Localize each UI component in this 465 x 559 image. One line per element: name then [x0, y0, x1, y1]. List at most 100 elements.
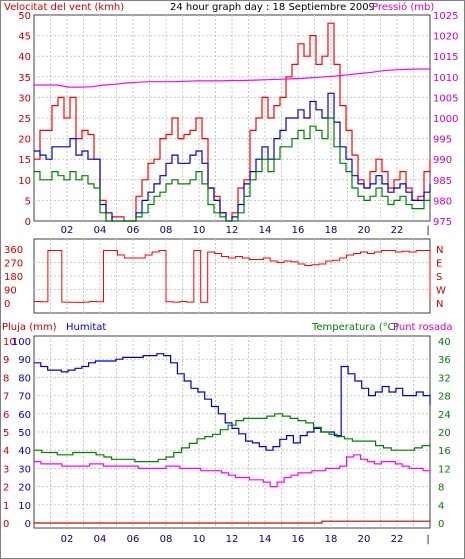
- rain-tick-label: 2: [3, 483, 9, 494]
- humidity-x-tick: 14: [259, 534, 272, 545]
- humidity-temp-panel: 0 0 01 10 42 20 83 30 124 40 165 50 206 60 247 70 288 80 3…: [3, 335, 451, 545]
- wind-tick-label: 0: [25, 217, 31, 228]
- pressure-tick-label: 985: [433, 176, 452, 187]
- rain-tick-label: 6: [3, 410, 9, 421]
- wind-tick-label: 5: [25, 196, 31, 207]
- compass-tick-label: N: [436, 299, 443, 310]
- pressure-tick-label: 980: [433, 196, 452, 207]
- wind-speed-label: Velocitat del vent (kmh): [4, 2, 124, 13]
- humidity-tick-label: 40: [18, 446, 31, 457]
- humidity-series-line-1: [34, 413, 431, 463]
- humidity-x-tick: 20: [358, 534, 371, 545]
- wind-tick-label: 35: [18, 73, 31, 84]
- temperature-label: Temperatura (°C): [311, 322, 399, 333]
- humidity-tick-label: 0: [25, 519, 31, 530]
- compass-tick-label: S: [436, 272, 442, 283]
- compass-tick-label: N: [436, 245, 443, 256]
- humidity-tick-label: 70: [18, 392, 31, 403]
- humidity-axes: 0 0 01 10 42 20 83 30 124 40 165 50 206 60 247 70 288 80 3…: [3, 337, 451, 545]
- wind-tick-label: 15: [18, 155, 31, 166]
- humidity-grid: [34, 336, 430, 528]
- wind-series-line-2: [34, 117, 431, 222]
- direction-axes: 0 N 90 W 180 S 270 E 360 N: [4, 245, 446, 310]
- pressure-tick-label: 995: [433, 135, 452, 146]
- pressure-tick-label: 1015: [433, 52, 458, 63]
- wind-tick-label: 50: [18, 11, 31, 22]
- rain-tick-label: 7: [3, 392, 9, 403]
- direction-tick-label: 180: [4, 272, 23, 283]
- wind-series-line-1: [34, 92, 431, 222]
- compass-tick-label: W: [436, 286, 446, 297]
- humidity-x-tick: 18: [325, 534, 338, 545]
- humidity-x-tick: 04: [94, 534, 107, 545]
- humidity-tick-label: 20: [18, 483, 31, 494]
- wind-series: [34, 22, 431, 222]
- rain-tick-label: 1: [3, 501, 9, 512]
- humidity-tick-label: 60: [18, 410, 31, 421]
- wind-tick-label: 30: [18, 93, 31, 104]
- humidity-label: Humitat: [66, 322, 106, 333]
- wind-series-line-3: [34, 68, 430, 88]
- temperature-tick-label: 36: [438, 355, 451, 366]
- humidity-series-line-2: [34, 454, 431, 488]
- dewpoint-label: Punt rosada: [393, 322, 452, 333]
- humidity-tick-label: 100: [12, 337, 31, 348]
- wind-x-tick: 04: [94, 225, 107, 236]
- wind-tick-label: 10: [18, 176, 31, 187]
- pressure-tick-label: 975: [433, 217, 452, 228]
- temperature-tick-label: 40: [438, 337, 451, 348]
- wind-tick-label: 25: [18, 114, 31, 125]
- temperature-tick-label: 4: [438, 501, 444, 512]
- wind-x-tick: 10: [193, 225, 206, 236]
- wind-x-end-tick: |: [426, 225, 429, 236]
- rain-tick-label: 9: [3, 355, 9, 366]
- humidity-series-line-0: [34, 353, 431, 451]
- pressure-tick-label: 1020: [433, 32, 458, 43]
- humidity-tick-label: 10: [18, 501, 31, 512]
- wind-tick-label: 45: [18, 32, 31, 43]
- humidity-x-tick: 12: [226, 534, 239, 545]
- direction-series-line: [34, 250, 431, 303]
- wind-x-tick: 02: [61, 225, 74, 236]
- wind-direction-panel: 0 N 90 W 180 S 270 E 360 N: [4, 238, 446, 314]
- humidity-series: [34, 353, 431, 524]
- pressure-label: Pressió (mb): [372, 1, 434, 13]
- pressure-tick-label: 1000: [433, 114, 458, 125]
- rain-tick-label: 4: [3, 446, 9, 457]
- direction-series: [34, 250, 431, 303]
- humidity-x-tick: 06: [127, 534, 140, 545]
- rain-tick-label: 8: [3, 373, 9, 384]
- pressure-tick-label: 1010: [433, 73, 458, 84]
- temperature-tick-label: 12: [438, 464, 451, 475]
- humidity-tick-label: 90: [18, 355, 31, 366]
- temperature-tick-label: 24: [438, 410, 451, 421]
- temperature-tick-label: 20: [438, 428, 451, 439]
- rain-tick-label: 10: [3, 337, 16, 348]
- humidity-x-tick: 16: [292, 534, 305, 545]
- temperature-tick-label: 0: [438, 519, 444, 530]
- direction-tick-label: 90: [4, 286, 17, 297]
- direction-tick-label: 0: [4, 299, 10, 310]
- wind-x-tick: 16: [292, 225, 305, 236]
- direction-tick-label: 360: [4, 245, 23, 256]
- wind-x-tick: 18: [325, 225, 338, 236]
- direction-tick-label: 270: [4, 259, 23, 270]
- wind-x-tick: 06: [127, 225, 140, 236]
- direction-grid: [34, 239, 430, 313]
- pressure-tick-label: 1025: [433, 11, 458, 22]
- chart-title: 24 hour graph day : 18 Septiembre 2009: [170, 2, 375, 13]
- humidity-x-end-tick: |: [426, 534, 429, 545]
- wind-x-tick: 14: [259, 225, 272, 236]
- humidity-tick-label: 80: [18, 373, 31, 384]
- temperature-tick-label: 28: [438, 392, 451, 403]
- wind-x-tick: 12: [226, 225, 239, 236]
- humidity-x-tick: 22: [391, 534, 404, 545]
- rain-tick-label: 0: [3, 519, 9, 530]
- humidity-x-tick: 08: [160, 534, 173, 545]
- temperature-tick-label: 8: [438, 483, 444, 494]
- compass-tick-label: E: [436, 259, 442, 270]
- humidity-tick-label: 30: [18, 464, 31, 475]
